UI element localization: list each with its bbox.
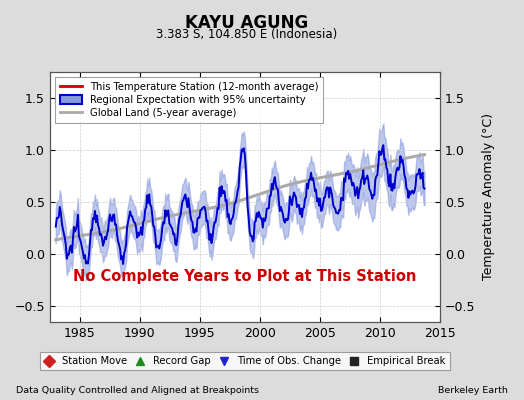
Text: No Complete Years to Plot at This Station: No Complete Years to Plot at This Statio… [73, 270, 417, 284]
Text: Data Quality Controlled and Aligned at Breakpoints: Data Quality Controlled and Aligned at B… [16, 386, 259, 395]
Y-axis label: Temperature Anomaly (°C): Temperature Anomaly (°C) [483, 114, 496, 280]
Legend: Station Move, Record Gap, Time of Obs. Change, Empirical Break: Station Move, Record Gap, Time of Obs. C… [40, 352, 450, 370]
Text: KAYU AGUNG: KAYU AGUNG [184, 14, 308, 32]
Legend: This Temperature Station (12-month average), Regional Expectation with 95% uncer: This Temperature Station (12-month avera… [55, 77, 323, 123]
Text: Berkeley Earth: Berkeley Earth [439, 386, 508, 395]
Text: 3.383 S, 104.850 E (Indonesia): 3.383 S, 104.850 E (Indonesia) [156, 28, 337, 41]
